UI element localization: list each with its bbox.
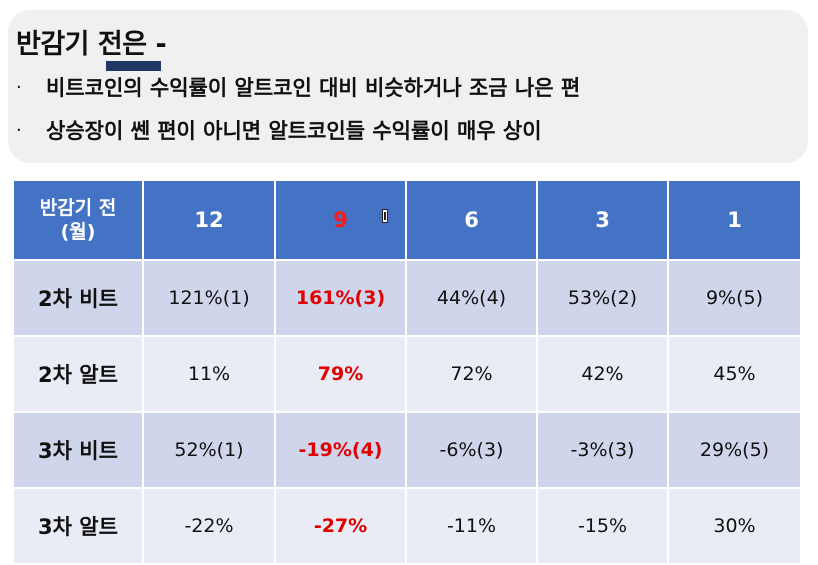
table-cell: 53%(2) [538,261,669,337]
table-cell: -22% [144,489,276,565]
table-cell: 52%(1) [144,413,276,489]
row-label: 2차 알트 [14,337,144,413]
returns-table: 반감기 전 (월) 12 9 6 3 1 2차 비트 121%(1) 161%(… [14,181,802,565]
table-cell: 11% [144,337,276,413]
table-cell-highlighted: -19%(4) [276,413,407,489]
table-cell: 30% [669,489,802,565]
note-bullet-text: 비트코인의 수익률이 알트코인 대비 비슷하거나 조금 나은 편 [46,76,581,100]
table-row: 2차 알트 11% 79% 72% 42% 45% [14,337,802,413]
table-cell-highlighted: 79% [276,337,407,413]
table-cell: -3%(3) [538,413,669,489]
note-bullet-list: · 비트코인의 수익률이 알트코인 대비 비슷하거나 조금 나은 편 · 상승장… [14,70,580,156]
table-row: 3차 비트 52%(1) -19%(4) -6%(3) -3%(3) 29%(5… [14,413,802,489]
row-label: 2차 비트 [14,261,144,337]
note-bullet: · 상승장이 쎈 편이 아니면 알트코인들 수익률이 매우 상이 [14,113,580,156]
table-header-row: 반감기 전 (월) 12 9 6 3 1 [14,181,802,261]
table-cell: -6%(3) [407,413,538,489]
column-header: 12 [144,181,276,261]
bullet-dot: · [16,77,22,98]
column-header: 6 [407,181,538,261]
row-label: 3차 알트 [14,489,144,565]
summary-note-box [8,10,808,163]
corner-header-line2: (월) [60,221,96,243]
table-cell-highlighted: -27% [276,489,407,565]
note-bullet-text: 상승장이 쎈 편이 아니면 알트코인들 수익률이 매우 상이 [46,119,542,143]
table-cell: 45% [669,337,802,413]
corner-header: 반감기 전 (월) [14,181,144,261]
bullet-dot: · [16,120,22,141]
table-cell: 29%(5) [669,413,802,489]
row-label: 3차 비트 [14,413,144,489]
table-cell: -15% [538,489,669,565]
column-header: 1 [669,181,802,261]
table-cell: 44%(4) [407,261,538,337]
table-cell: 121%(1) [144,261,276,337]
table-cell: 9%(5) [669,261,802,337]
text-cursor-icon [382,209,388,223]
corner-header-line1: 반감기 전 [39,197,117,219]
table-cell-highlighted: 161%(3) [276,261,407,337]
table-row: 2차 비트 121%(1) 161%(3) 44%(4) 53%(2) 9%(5… [14,261,802,337]
column-header: 3 [538,181,669,261]
title-highlight-bar [106,61,161,71]
note-title: 반감기 전은 - [16,29,167,60]
table-cell: -11% [407,489,538,565]
table-cell: 72% [407,337,538,413]
table-cell: 42% [538,337,669,413]
table-row: 3차 알트 -22% -27% -11% -15% 30% [14,489,802,565]
note-bullet: · 비트코인의 수익률이 알트코인 대비 비슷하거나 조금 나은 편 [14,70,580,113]
